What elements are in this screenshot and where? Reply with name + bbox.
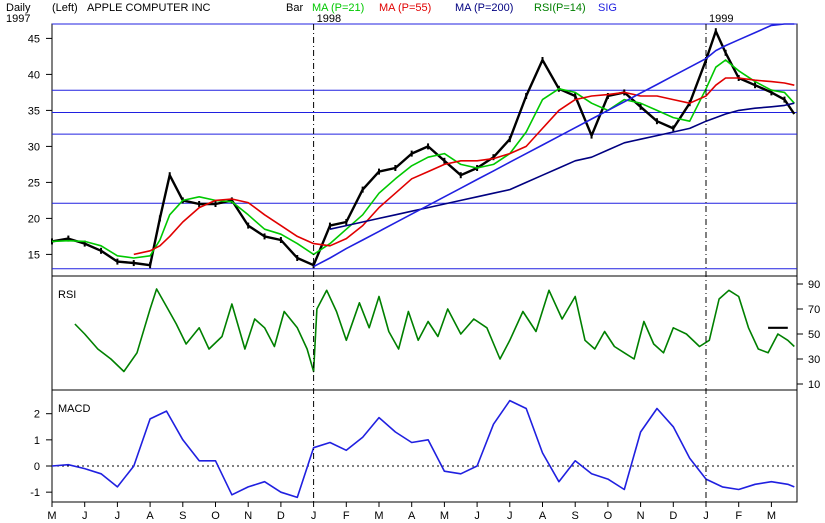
y-tick-label: 90 — [808, 279, 820, 291]
month-label: J — [82, 510, 88, 522]
y-tick-label: 40 — [28, 69, 40, 81]
year-label: 1998 — [317, 13, 341, 25]
legend-sig: SIG — [598, 2, 617, 14]
y-tick-label: 70 — [808, 304, 820, 316]
month-label: S — [572, 510, 579, 522]
month-label: J — [115, 510, 121, 522]
chart-title: APPLE COMPUTER INC — [87, 2, 211, 14]
year-label: 1997 — [6, 13, 30, 25]
macd-line — [51, 399, 795, 499]
rsi-panel: 10 30 50 70 90 RSI — [58, 279, 820, 391]
x-axis: 1997 1998 1999 M J J A S O N D J F M A M J J A S O N D J F M — [6, 13, 776, 522]
panel-title: MACD — [58, 403, 90, 415]
macd-panel: -1 0 1 2 MACD — [30, 399, 797, 499]
month-label: S — [179, 510, 186, 522]
y-tick-label: 25 — [28, 177, 40, 189]
month-label: A — [408, 510, 416, 522]
month-label: F — [735, 510, 742, 522]
y-tick-label: 2 — [34, 409, 40, 421]
month-label: N — [244, 510, 252, 522]
month-label: N — [637, 510, 645, 522]
month-label: D — [277, 510, 285, 522]
month-label: O — [604, 510, 613, 522]
legend-ma200: MA (P=200) — [455, 2, 513, 14]
y-tick-label: 0 — [34, 461, 40, 473]
month-label: M — [767, 510, 776, 522]
ma-p-21--line — [51, 59, 795, 259]
axis-side-label: (Left) — [52, 2, 78, 14]
year-label: 1999 — [709, 13, 733, 25]
panel-title: RSI — [58, 289, 76, 301]
rsi-p-14--line — [74, 288, 795, 373]
month-label: D — [669, 510, 677, 522]
month-label: M — [374, 510, 383, 522]
month-label: O — [211, 510, 220, 522]
macd-panel-frame — [51, 389, 798, 503]
legend-ma55: MA (P=55) — [379, 2, 431, 14]
month-label: J — [311, 510, 317, 522]
month-label: M — [440, 510, 449, 522]
period-label: Daily — [6, 2, 31, 14]
legend-ma21: MA (P=21) — [312, 2, 364, 14]
y-tick-label: 45 — [28, 33, 40, 45]
trendline-line — [313, 23, 795, 268]
y-tick-label: -1 — [30, 487, 40, 499]
y-tick-label: 50 — [808, 329, 820, 341]
y-tick-label: 35 — [28, 105, 40, 117]
price-panel: 15 20 25 30 35 40 45 — [28, 23, 797, 270]
price-panel-frame — [51, 23, 798, 277]
month-label: A — [539, 510, 547, 522]
month-label: J — [703, 510, 709, 522]
month-label: A — [146, 510, 154, 522]
y-tick-label: 10 — [808, 379, 820, 391]
legend-rsi: RSI(P=14) — [534, 2, 586, 14]
month-label: J — [474, 510, 480, 522]
y-tick-label: 1 — [34, 435, 40, 447]
bar-label: Bar — [286, 2, 303, 14]
month-label: J — [507, 510, 513, 522]
month-label: F — [343, 510, 350, 522]
ma-p-200--line — [329, 102, 795, 230]
month-label: M — [47, 510, 56, 522]
y-tick-label: 30 — [28, 141, 40, 153]
y-tick-label: 20 — [28, 213, 40, 225]
y-tick-label: 30 — [808, 354, 820, 366]
y-tick-label: 15 — [28, 249, 40, 261]
ma-p-55--line — [133, 77, 795, 256]
